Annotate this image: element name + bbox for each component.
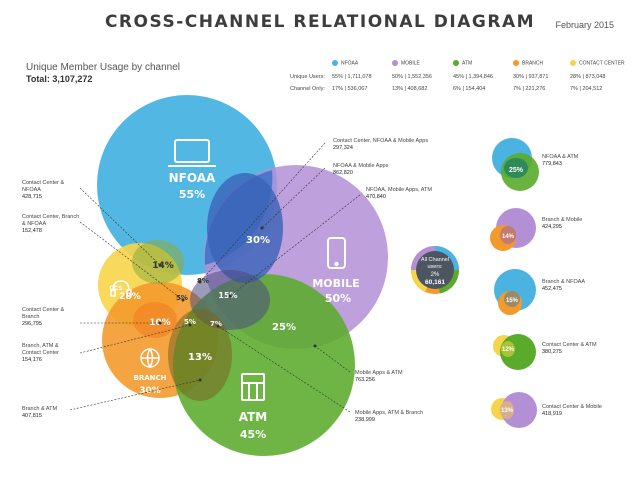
all-channel-donut bbox=[410, 246, 460, 294]
pair-pct: 14% bbox=[502, 234, 515, 240]
pair-branch-mobile bbox=[490, 208, 536, 251]
inner-pct-5b: 5% bbox=[184, 318, 196, 326]
inner-pct-8: 8% bbox=[197, 277, 209, 285]
all-channel-value: 60,161 bbox=[425, 279, 445, 286]
legend-value: 30% | 937,871 bbox=[513, 74, 549, 80]
pair-branch-nfoaa bbox=[494, 269, 536, 315]
all-channel-pct: 2% bbox=[431, 272, 440, 278]
annotation-cc-branch-nfoaa: Contact Center, Branch & NFOAA 152,478 bbox=[22, 214, 80, 234]
legend-value: 17% | 536,067 bbox=[332, 86, 368, 92]
cc-dot-icon bbox=[570, 60, 576, 66]
inner-pct-cc-nfoaa: 14% bbox=[152, 261, 174, 271]
annotation-mobile-atm-branch: Mobile Apps, ATM & Branch 238,999 bbox=[355, 410, 424, 423]
cc-label: CCS bbox=[109, 285, 122, 292]
legend-row-only: Channel Only: 17% | 536,067 13% | 408,68… bbox=[290, 86, 640, 94]
annotation-branch-atm-cc: Branch, ATM & Contact Center 154,176 bbox=[22, 343, 59, 363]
legend-value: 28% | 873,048 bbox=[570, 74, 606, 80]
total-users: Total: 3,107,272 bbox=[26, 74, 93, 84]
pair-label: Contact Center & ATM 380,275 bbox=[542, 342, 597, 355]
pair-pct: 13% bbox=[501, 408, 514, 414]
annotation-cc-branch: Contact Center & Branch 296,795 bbox=[22, 307, 65, 327]
branch-globe-icon bbox=[140, 348, 160, 369]
legend-value: 7% | 221,276 bbox=[513, 86, 546, 92]
atm-dot-icon bbox=[453, 60, 459, 66]
inner-pct-7: 7% bbox=[210, 320, 222, 328]
legend-channel-nfoaa: NFOAA bbox=[332, 60, 358, 66]
legend-value: 7% | 204,512 bbox=[570, 86, 603, 92]
pair-pct: 12% bbox=[502, 347, 515, 353]
laptop-icon bbox=[168, 139, 216, 167]
report-date: February 2015 bbox=[555, 20, 614, 30]
annotation-nfoaa-mobile-atm: NFOAA, Mobile Apps, ATM 470,840 bbox=[366, 187, 432, 200]
legend-value: 50% | 1,552,356 bbox=[392, 74, 432, 80]
annotation-nfoaa-mobile: NFOAA & Mobile Apps 862,820 bbox=[333, 163, 389, 176]
page-title: CROSS-CHANNEL RELATIONAL DIAGRAM bbox=[104, 12, 536, 32]
pair-label: Contact Center & Mobile 418,919 bbox=[542, 404, 602, 417]
cc-branch-overlap bbox=[133, 302, 177, 338]
mobile-phone-icon bbox=[327, 237, 346, 269]
pair-cc-atm bbox=[493, 334, 536, 370]
legend-channel-mobile: MOBILE bbox=[392, 60, 420, 66]
all-channel-line1: All Channel bbox=[421, 257, 449, 263]
branch-label: BRANCH bbox=[134, 374, 167, 382]
legend-channel-branch: BRANCH bbox=[513, 60, 543, 66]
leader-dots bbox=[158, 226, 317, 382]
legend-channel-cc: CONTACT CENTER bbox=[570, 60, 625, 66]
pair-cc-mobile bbox=[491, 392, 537, 428]
legend-row-label: Unique Users: bbox=[290, 74, 325, 80]
inner-pct-nfoaa-mobile: 30% bbox=[246, 235, 270, 246]
pair-label: Branch & NFOAA 452,475 bbox=[542, 279, 586, 292]
legend-channel-atm: ATM bbox=[453, 60, 472, 66]
legend-row-unique: Unique Users: 55% | 1,711,078 50% | 1,55… bbox=[290, 74, 640, 82]
chart-subtitle: Unique Member Usage by channel bbox=[26, 62, 180, 73]
annotation-cc-nfoaa-mobile: Contact Center, NFOAA & Mobile Apps 297,3… bbox=[333, 138, 429, 151]
pair-label: Branch & Mobile 424,295 bbox=[542, 217, 583, 230]
branch-pct: 30% bbox=[139, 386, 161, 396]
nfoaa-pct: 55% bbox=[179, 188, 205, 201]
pair-nfoaa-atm bbox=[492, 138, 539, 191]
mobile-label: MOBILE bbox=[312, 277, 359, 290]
atm-label: ATM bbox=[239, 410, 267, 424]
inner-pct-mobile-atm: 25% bbox=[272, 322, 296, 333]
pair-pct: 15% bbox=[506, 298, 519, 304]
atm-machine-icon bbox=[241, 373, 265, 401]
inner-pct-15: 15% bbox=[218, 291, 237, 300]
atm-pct: 45% bbox=[240, 428, 266, 441]
pair-pct: 25% bbox=[509, 167, 524, 174]
annotation-cc-nfoaa: Contact Center & NFOAA 428,715 bbox=[22, 180, 65, 200]
nfoaa-mobile-core bbox=[207, 173, 283, 283]
cc-nfoaa-overlap bbox=[132, 240, 184, 284]
mobile-pct: 50% bbox=[325, 292, 351, 305]
nfoaa-label: NFOAA bbox=[169, 171, 216, 185]
inner-pct-branch-atm: 13% bbox=[188, 352, 212, 363]
annotation-branch-atm: Branch & ATM 407,815 bbox=[22, 406, 58, 419]
mobile-dot-icon bbox=[392, 60, 398, 66]
branch-atm-overlap bbox=[168, 309, 232, 401]
leader-lines bbox=[69, 142, 361, 413]
cc-pct: 28% bbox=[119, 292, 141, 302]
legend-value: 13% | 408,682 bbox=[392, 86, 428, 92]
inner-pct-5: 5% bbox=[176, 294, 188, 302]
cc-headset-icon bbox=[110, 280, 132, 297]
annotation-mobile-atm: Mobile Apps & ATM 763,256 bbox=[355, 370, 403, 383]
legend-value: 6% | 154,404 bbox=[453, 86, 486, 92]
branch-dot-icon bbox=[513, 60, 519, 66]
pair-label: NFOAA & ATM 779,843 bbox=[542, 154, 579, 167]
nfoaa-dot-icon bbox=[332, 60, 338, 66]
legend-value: 55% | 1,711,078 bbox=[332, 74, 372, 80]
legend-row-label: Channel Only: bbox=[290, 86, 325, 92]
all-channel-line2: users: bbox=[428, 264, 443, 270]
legend-value: 45% | 1,394,846 bbox=[453, 74, 493, 80]
